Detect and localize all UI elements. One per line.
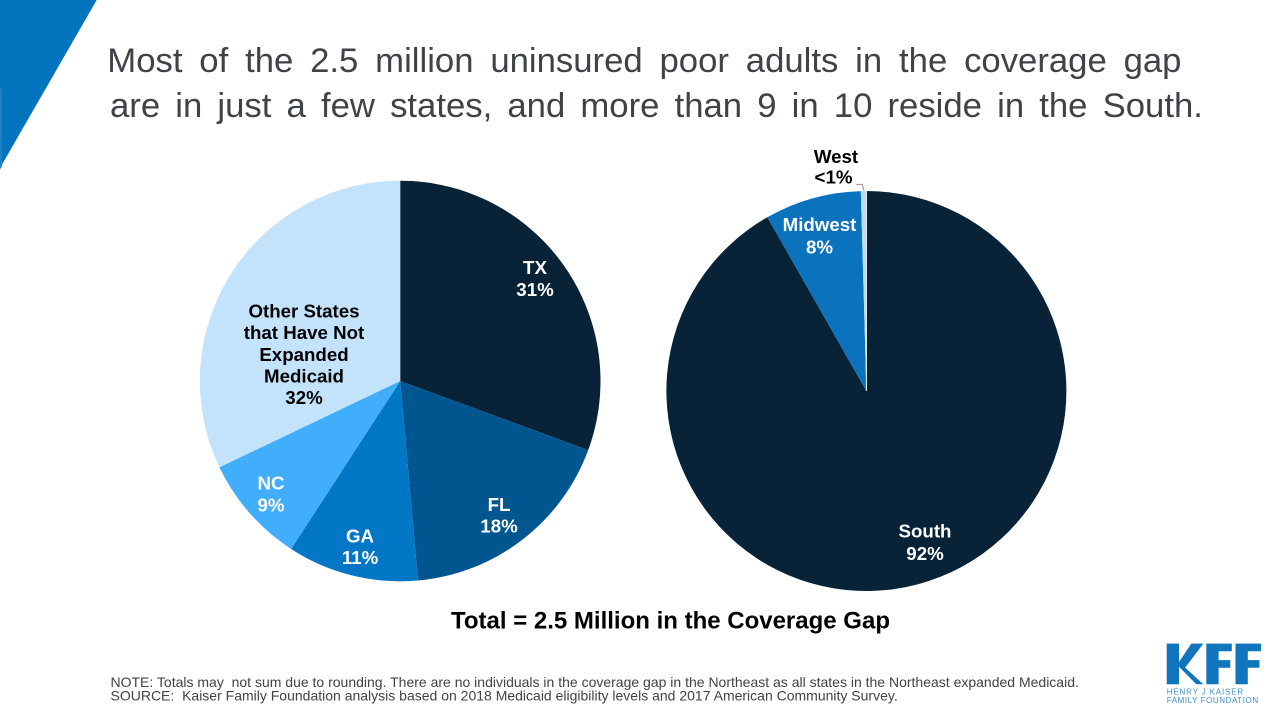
svg-text:Other States: Other States [248, 301, 359, 322]
svg-text:32%: 32% [285, 387, 323, 408]
svg-text:31%: 31% [516, 279, 554, 300]
svg-text:Most of the 2.5 million uninsu: Most of the 2.5 million uninsured poor a… [107, 42, 1181, 80]
svg-text:SOURCE: Kaiser Family Foundat: SOURCE: Kaiser Family Foundation analysi… [111, 687, 898, 703]
svg-text:8%: 8% [806, 237, 833, 258]
svg-text:are in just a few states, and: are in just a few states, and more than … [110, 87, 1203, 125]
svg-text:that Have Not: that Have Not [244, 322, 364, 343]
svg-text:<1%: <1% [815, 166, 853, 187]
svg-text:FL: FL [488, 494, 511, 515]
svg-text:FAMILY FOUNDATION: FAMILY FOUNDATION [1167, 696, 1259, 705]
svg-text:Medicaid: Medicaid [264, 365, 344, 386]
svg-text:HENRY J KAISER: HENRY J KAISER [1167, 687, 1244, 696]
svg-text:9%: 9% [257, 495, 284, 516]
svg-text:NC: NC [258, 473, 285, 494]
svg-text:18%: 18% [480, 516, 518, 537]
svg-text:11%: 11% [342, 547, 379, 568]
svg-text:GA: GA [346, 526, 374, 547]
svg-text:Midwest: Midwest [783, 214, 857, 235]
svg-text:South: South [899, 521, 952, 542]
svg-text:NOTE: Totals may not sum due: NOTE: Totals may not sum due to rounding… [111, 674, 1079, 690]
svg-text:TX: TX [523, 257, 547, 278]
svg-text:Total = 2.5 Million in the Cov: Total = 2.5 Million in the Coverage Gap [451, 608, 890, 635]
svg-text:West: West [814, 146, 858, 167]
svg-text:Expanded: Expanded [259, 344, 348, 365]
svg-text:92%: 92% [906, 543, 944, 564]
